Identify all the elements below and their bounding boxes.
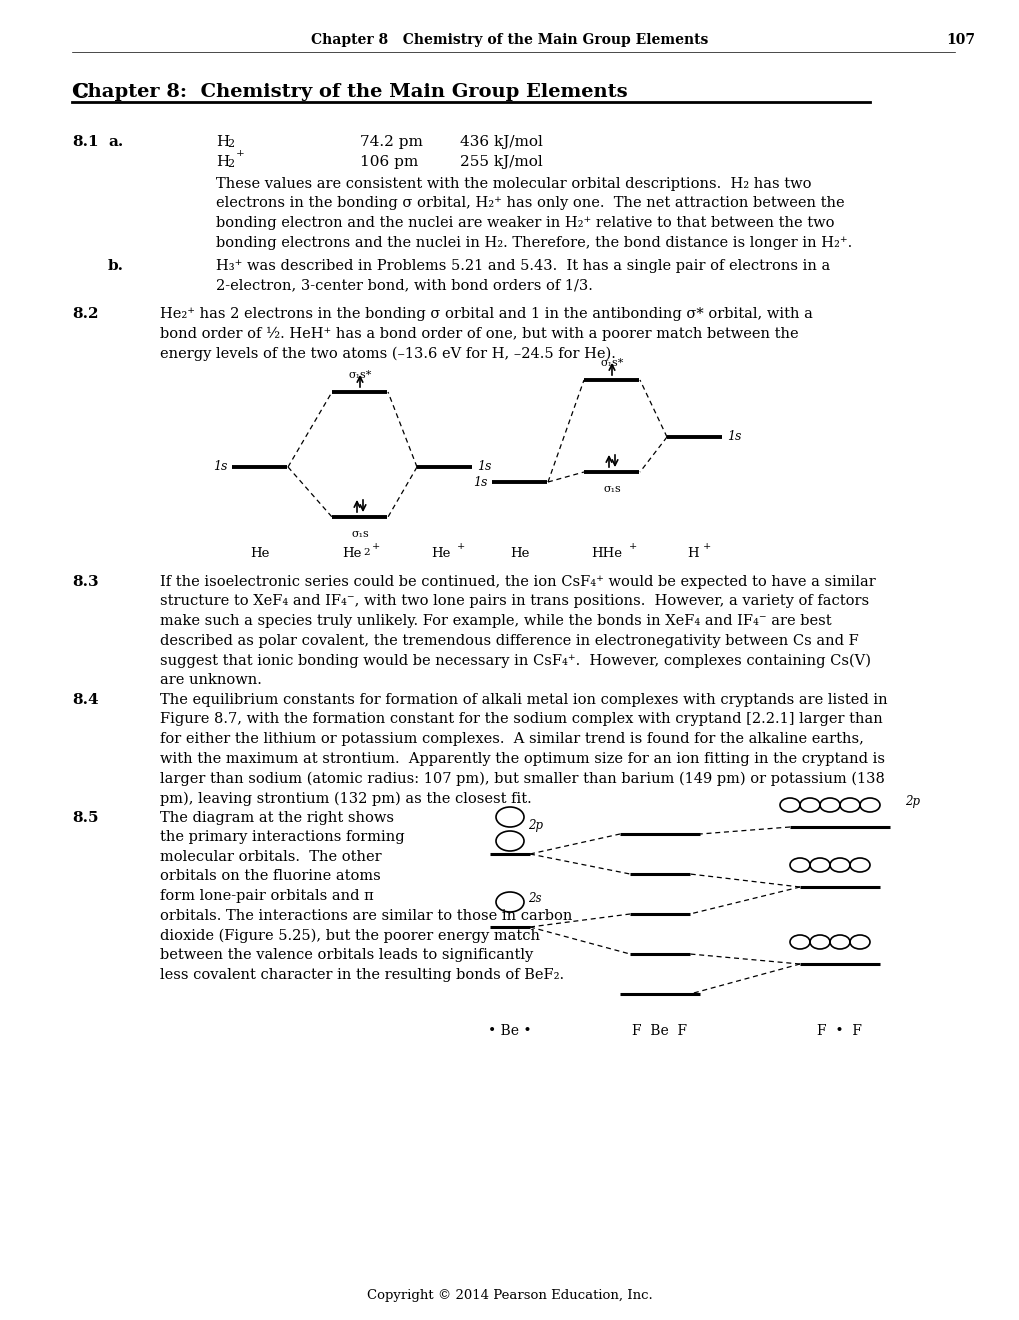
Text: 2p: 2p xyxy=(904,796,919,808)
Text: • Be •: • Be • xyxy=(488,1024,531,1038)
Text: 2s: 2s xyxy=(528,892,541,906)
Text: 1s: 1s xyxy=(213,461,228,474)
Text: F  •  F: F • F xyxy=(816,1024,862,1038)
Text: The equilibrium constants for formation of alkali metal ion complexes with crypt: The equilibrium constants for formation … xyxy=(160,693,887,805)
Text: σ₁s: σ₁s xyxy=(351,529,369,539)
Text: +: + xyxy=(235,149,245,158)
Text: 2: 2 xyxy=(363,548,369,557)
Text: 2: 2 xyxy=(227,139,234,149)
Text: b.: b. xyxy=(108,259,124,273)
Text: 2p: 2p xyxy=(528,820,542,833)
Text: σ₁s*: σ₁s* xyxy=(347,370,371,380)
Text: He: He xyxy=(250,546,269,560)
Text: H: H xyxy=(216,135,229,149)
Text: 436 kJ/mol: 436 kJ/mol xyxy=(460,135,542,149)
Text: 1s: 1s xyxy=(477,461,491,474)
Text: If the isoelectronic series could be continued, the ion CsF₄⁺ would be expected : If the isoelectronic series could be con… xyxy=(160,576,875,688)
Text: He₂⁺ has 2 electrons in the bonding σ orbital and 1 in the antibonding σ* orbita: He₂⁺ has 2 electrons in the bonding σ or… xyxy=(160,308,812,360)
Text: 2: 2 xyxy=(227,158,234,169)
Text: The diagram at the right shows
the primary interactions forming
molecular orbita: The diagram at the right shows the prima… xyxy=(160,810,572,982)
Text: Chapter 8   Chemistry of the Main Group Elements: Chapter 8 Chemistry of the Main Group El… xyxy=(311,33,708,48)
Text: 106 pm: 106 pm xyxy=(360,154,418,169)
Text: Chapter 8:  Chemistry of the Main Group Elements: Chapter 8: Chemistry of the Main Group E… xyxy=(72,83,627,102)
Text: F  Be  F: F Be F xyxy=(632,1024,687,1038)
Text: 8.5: 8.5 xyxy=(72,810,99,825)
Text: 1s: 1s xyxy=(473,475,487,488)
Text: 255 kJ/mol: 255 kJ/mol xyxy=(460,154,542,169)
Text: He: He xyxy=(342,546,362,560)
Text: σ₁s: σ₁s xyxy=(602,484,621,494)
Text: 107: 107 xyxy=(945,33,974,48)
Text: a.: a. xyxy=(108,135,123,149)
Text: He: He xyxy=(431,546,450,560)
Text: 8.2: 8.2 xyxy=(72,308,99,321)
Text: He: He xyxy=(510,546,529,560)
Text: +: + xyxy=(372,543,380,550)
Text: 8.4: 8.4 xyxy=(72,693,99,708)
Text: H: H xyxy=(687,546,698,560)
Text: Copyright © 2014 Pearson Education, Inc.: Copyright © 2014 Pearson Education, Inc. xyxy=(367,1288,652,1302)
Text: HHe: HHe xyxy=(591,546,622,560)
Text: H₃⁺ was described in Problems 5.21 and 5.43.  It has a single pair of electrons : H₃⁺ was described in Problems 5.21 and 5… xyxy=(216,259,829,293)
Text: +: + xyxy=(457,543,465,550)
Text: C: C xyxy=(72,82,88,102)
Text: H: H xyxy=(216,154,229,169)
Text: +: + xyxy=(702,543,710,550)
Text: 1s: 1s xyxy=(727,430,741,444)
Text: These values are consistent with the molecular orbital descriptions.  H₂ has two: These values are consistent with the mol… xyxy=(216,177,852,249)
Text: σ₁s*: σ₁s* xyxy=(600,358,623,368)
Text: 8.1: 8.1 xyxy=(72,135,99,149)
Text: 74.2 pm: 74.2 pm xyxy=(360,135,423,149)
Text: +: + xyxy=(629,543,637,550)
Text: 8.3: 8.3 xyxy=(72,576,99,589)
